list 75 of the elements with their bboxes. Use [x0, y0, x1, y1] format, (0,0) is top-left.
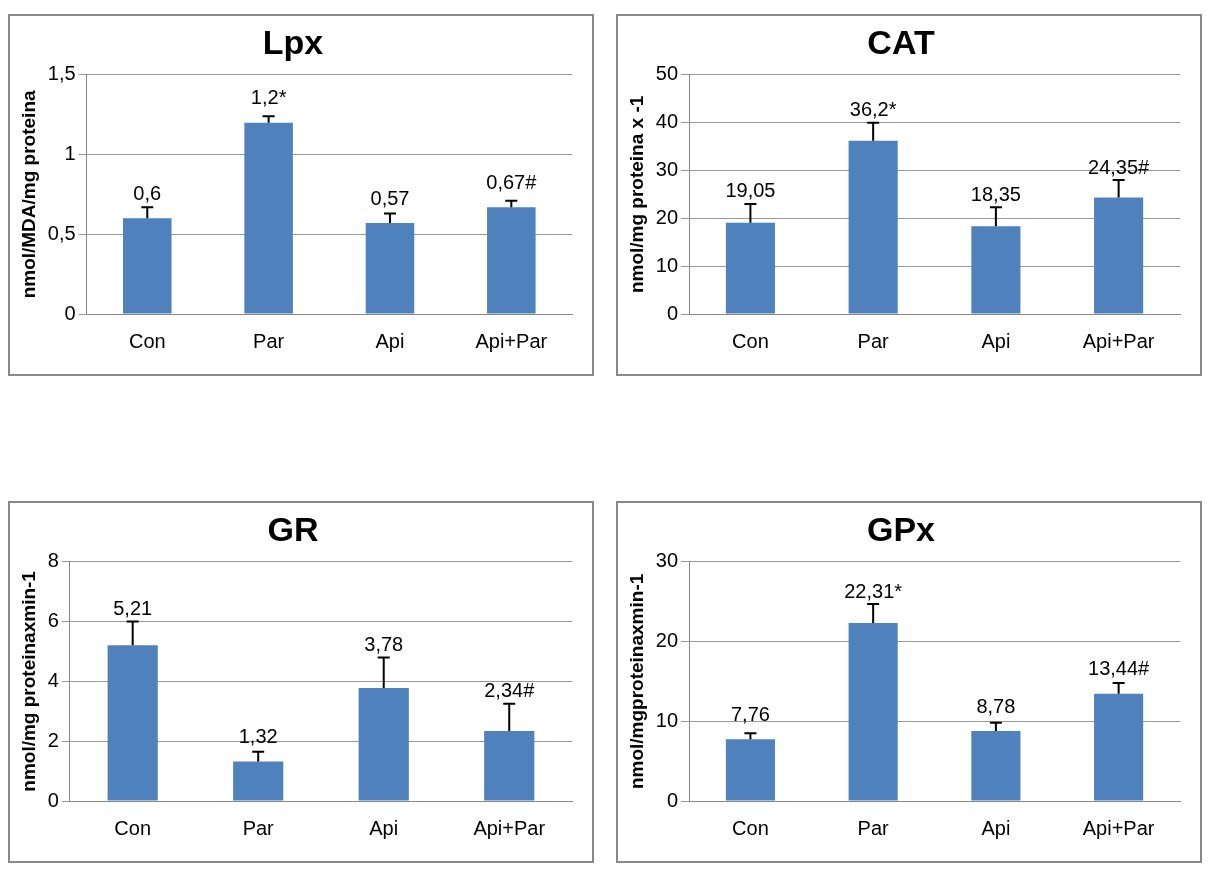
bar [971, 730, 1021, 801]
x-tick-label: Api+Par [1082, 816, 1155, 839]
y-axis-title: nmol/mgproteinaxmin-1 [625, 573, 647, 790]
chart-title: CAT [867, 22, 935, 61]
y-tick-label: 6 [47, 609, 59, 632]
y-tick-label: 30 [655, 158, 679, 180]
x-tick-label: Api+Par [1082, 329, 1155, 352]
data-label: 22,31* [844, 579, 903, 602]
y-tick-label: 4 [47, 668, 59, 691]
data-label: 24,35# [1088, 155, 1151, 178]
data-label: 0,6 [133, 181, 162, 204]
data-label: 3,78 [364, 633, 404, 655]
data-label: 0,67# [486, 170, 538, 193]
x-tick-label: Par [857, 816, 890, 839]
y-tick-label: 2 [47, 728, 59, 751]
data-label: 7,76 [730, 702, 770, 725]
data-label: 5,21 [113, 597, 153, 620]
x-tick-label: Api [369, 816, 399, 839]
y-tick-label: 0 [47, 788, 59, 811]
data-label: 13,44# [1088, 657, 1151, 680]
y-tick-label: 8 [47, 549, 59, 572]
bar [1094, 693, 1144, 801]
bar [1094, 197, 1144, 314]
y-tick-label: 0 [666, 788, 679, 811]
y-tick-label: 0,5 [47, 221, 76, 244]
x-tick-label: Api [981, 329, 1011, 352]
data-label: 18,35 [970, 182, 1021, 205]
y-axis-title: nmol/mg proteina x -1 [625, 95, 647, 294]
chart-title: GPx [866, 509, 936, 548]
y-tick-label: 10 [655, 708, 679, 731]
data-label: 2,34# [484, 679, 536, 702]
y-axis-title: nmol/MDA/mg proteina [17, 90, 39, 299]
x-tick-label: Con [732, 329, 769, 352]
x-tick-label: Con [128, 329, 166, 352]
x-tick-label: Api+Par [473, 816, 546, 839]
x-tick-label: Con [114, 816, 152, 839]
y-tick-label: 0 [666, 301, 679, 324]
y-axis-title: nmol/mg proteinaxmin-1 [17, 570, 39, 792]
y-tick-label: 1 [64, 142, 76, 165]
data-label: 8,78 [976, 694, 1016, 717]
x-tick-label: Con [732, 816, 769, 839]
bar [848, 623, 898, 801]
chart-title: GR [267, 509, 319, 548]
y-tick-label: 10 [655, 253, 679, 276]
data-label: 0,57 [370, 186, 410, 209]
x-tick-label: Api+Par [475, 329, 548, 352]
bar [107, 645, 158, 801]
x-tick-label: Api [375, 329, 405, 352]
bar [123, 218, 172, 314]
bar [244, 122, 293, 314]
data-label: 1,2* [250, 86, 287, 109]
data-label: 19,05 [725, 179, 776, 202]
bar [358, 687, 409, 801]
data-label: 36,2* [849, 98, 897, 121]
bar [725, 222, 775, 314]
x-tick-label: Api [981, 816, 1011, 839]
bar [365, 223, 415, 314]
y-tick-label: 30 [655, 549, 679, 572]
bar [848, 140, 898, 314]
bar [971, 226, 1021, 314]
bar [725, 739, 775, 801]
y-tick-label: 1,5 [47, 62, 76, 85]
chart-title: Lpx [262, 22, 324, 61]
bar [487, 207, 536, 314]
x-tick-label: Par [253, 329, 285, 352]
y-tick-label: 50 [655, 62, 679, 85]
y-tick-label: 0 [64, 301, 76, 324]
bar [484, 731, 535, 801]
y-tick-label: 20 [655, 205, 679, 228]
y-tick-label: 20 [655, 629, 679, 652]
x-tick-label: Par [242, 816, 275, 839]
data-label: 1,32 [238, 725, 278, 748]
bar [233, 761, 284, 801]
x-tick-label: Par [857, 329, 890, 352]
y-tick-label: 40 [655, 110, 679, 133]
